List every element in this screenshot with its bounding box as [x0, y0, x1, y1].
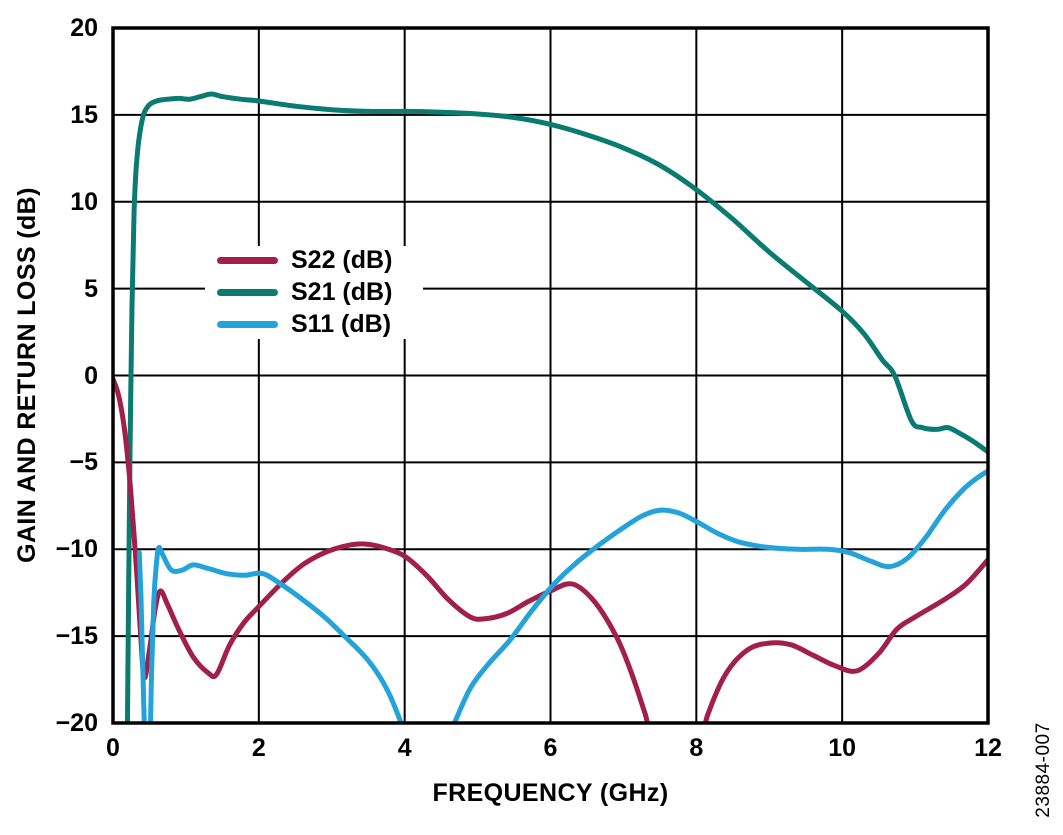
x-tick-label: 0	[106, 734, 120, 762]
legend-swatch-S11	[217, 321, 278, 328]
y-tick-label: −10	[55, 535, 98, 564]
figure-number: 23884-007	[1033, 722, 1054, 818]
y-tick-label: −5	[69, 448, 98, 477]
y-tick-label: 5	[84, 274, 98, 303]
legend-label: S11 (dB)	[291, 310, 392, 338]
y-tick-label: −20	[55, 709, 98, 737]
legend-item: S11 (dB)	[205, 310, 423, 339]
x-tick-label: 10	[828, 734, 857, 762]
x-axis-title: FREQUENCY (GHz)	[432, 779, 669, 807]
x-tick-label: 6	[543, 734, 558, 762]
y-tick-label: 0	[84, 361, 98, 390]
x-tick-label: 8	[689, 734, 704, 762]
legend-item: S21 (dB)	[205, 278, 423, 307]
legend-item: S22 (dB)	[205, 246, 423, 275]
legend: S22 (dB) S21 (dB) S11 (dB)	[205, 246, 423, 339]
x-tick-label: 4	[397, 734, 412, 762]
x-tick-label: 12	[974, 734, 1002, 762]
curve-S21	[124, 91, 988, 723]
legend-label: S22 (dB)	[291, 246, 393, 274]
y-tick-label: 20	[70, 14, 98, 42]
y-tick-label: 10	[70, 187, 98, 216]
legend-swatch-S21	[217, 289, 278, 296]
y-tick-label: −15	[55, 622, 98, 651]
plot-border	[111, 26, 990, 725]
curve-S22	[113, 376, 988, 723]
curve-S11	[136, 468, 988, 723]
legend-label: S21 (dB)	[291, 278, 393, 306]
legend-swatch-S22	[217, 257, 278, 264]
x-tick-label: 2	[251, 734, 266, 762]
y-tick-label: 15	[70, 100, 98, 129]
